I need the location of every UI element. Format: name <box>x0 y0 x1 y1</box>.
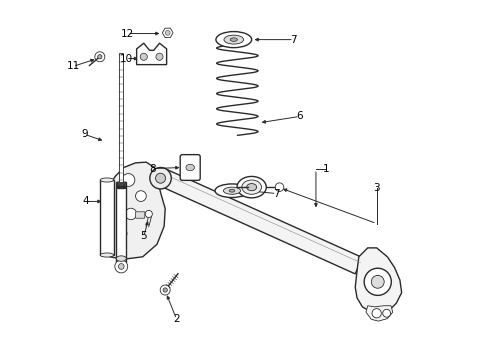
Circle shape <box>160 285 170 295</box>
Circle shape <box>140 53 147 60</box>
Ellipse shape <box>117 186 125 187</box>
Text: 6: 6 <box>296 111 303 121</box>
Text: 10: 10 <box>119 54 132 64</box>
Text: 3: 3 <box>373 183 379 193</box>
Polygon shape <box>162 28 173 37</box>
Bar <box>119 53 123 182</box>
Circle shape <box>125 208 136 220</box>
Text: 7: 7 <box>273 189 280 199</box>
Text: 5: 5 <box>140 231 147 242</box>
Circle shape <box>382 309 390 317</box>
Ellipse shape <box>216 32 251 48</box>
Polygon shape <box>136 43 166 64</box>
Polygon shape <box>365 306 392 321</box>
Circle shape <box>165 30 170 35</box>
Polygon shape <box>105 162 165 259</box>
Bar <box>100 180 114 255</box>
Text: 4: 4 <box>82 197 89 206</box>
Circle shape <box>118 264 124 269</box>
Circle shape <box>275 183 283 192</box>
Polygon shape <box>157 168 362 274</box>
Ellipse shape <box>100 178 114 182</box>
Ellipse shape <box>116 256 126 261</box>
Ellipse shape <box>117 188 125 189</box>
FancyBboxPatch shape <box>180 155 200 180</box>
Ellipse shape <box>215 184 248 198</box>
FancyBboxPatch shape <box>135 212 144 218</box>
Text: 9: 9 <box>81 129 88 139</box>
Circle shape <box>163 288 167 292</box>
Ellipse shape <box>242 180 261 194</box>
Ellipse shape <box>117 183 125 184</box>
Ellipse shape <box>117 182 125 183</box>
Circle shape <box>364 268 390 296</box>
Text: 8: 8 <box>149 163 155 174</box>
Circle shape <box>370 275 384 288</box>
Ellipse shape <box>237 176 266 198</box>
Circle shape <box>145 210 152 217</box>
Polygon shape <box>354 248 401 314</box>
Ellipse shape <box>229 189 234 192</box>
Text: 1: 1 <box>322 164 328 174</box>
Circle shape <box>95 52 104 62</box>
Circle shape <box>149 167 171 189</box>
Circle shape <box>118 229 127 238</box>
Bar <box>116 182 126 262</box>
Circle shape <box>135 191 146 202</box>
Ellipse shape <box>223 187 240 194</box>
Ellipse shape <box>100 253 114 257</box>
Circle shape <box>156 53 163 60</box>
Ellipse shape <box>185 164 194 171</box>
Circle shape <box>155 173 165 183</box>
Circle shape <box>122 174 135 186</box>
Ellipse shape <box>117 187 125 188</box>
Circle shape <box>371 309 381 318</box>
Circle shape <box>98 55 102 59</box>
Text: 2: 2 <box>173 314 180 324</box>
Text: 7: 7 <box>290 35 297 45</box>
Ellipse shape <box>230 38 237 41</box>
Text: 12: 12 <box>121 28 134 39</box>
Text: 11: 11 <box>66 62 80 71</box>
Ellipse shape <box>117 185 125 186</box>
Ellipse shape <box>224 35 243 44</box>
Ellipse shape <box>246 184 256 191</box>
Circle shape <box>115 260 127 273</box>
